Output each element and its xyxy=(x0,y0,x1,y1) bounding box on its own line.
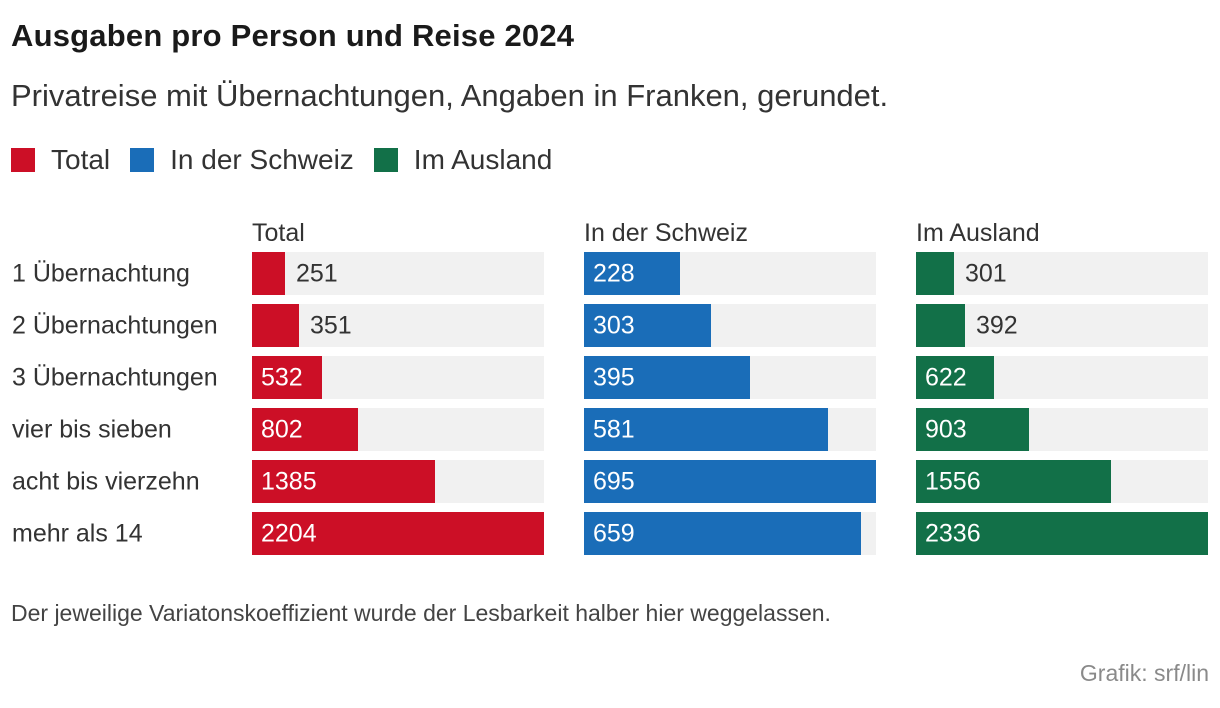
bar xyxy=(916,512,1208,555)
bar xyxy=(252,356,322,399)
category-label: 2 Übernachtungen xyxy=(12,312,218,340)
data-label: 581 xyxy=(593,416,635,444)
bar xyxy=(584,512,861,555)
column-header: Total xyxy=(252,219,305,247)
bar xyxy=(252,252,285,295)
bar xyxy=(584,356,750,399)
chart-title: Ausgaben pro Person und Reise 2024 xyxy=(11,18,575,53)
column-header: Im Ausland xyxy=(916,219,1040,247)
bar xyxy=(584,408,828,451)
bar xyxy=(916,252,954,295)
category-label: 3 Übernachtungen xyxy=(12,364,218,392)
category-label: 1 Übernachtung xyxy=(12,260,190,288)
data-label: 903 xyxy=(925,416,967,444)
data-label: 1556 xyxy=(925,468,981,496)
legend-item-total: Total xyxy=(11,144,110,176)
legend-label-schweiz: In der Schweiz xyxy=(170,144,354,175)
data-label: 1385 xyxy=(261,468,317,496)
data-label: 622 xyxy=(925,364,967,392)
bar xyxy=(252,304,299,347)
legend-swatch-total xyxy=(11,148,35,172)
data-label: 802 xyxy=(261,416,303,444)
data-label: 695 xyxy=(593,468,635,496)
category-label: vier bis sieben xyxy=(12,416,172,444)
bar xyxy=(584,460,876,503)
data-label: 2336 xyxy=(925,520,981,548)
bar-chart: 1 Übernachtung 2 Übernachtungen 3 Übernach… xyxy=(12,219,1208,555)
bar-track xyxy=(252,304,544,347)
data-label: 351 xyxy=(310,312,352,340)
legend: Total In der Schweiz Im Ausland xyxy=(11,144,572,176)
bar xyxy=(584,252,680,295)
legend-item-ausland: Im Ausland xyxy=(373,144,553,176)
data-label: 392 xyxy=(976,312,1018,340)
column-header: In der Schweiz xyxy=(584,219,748,247)
category-label: acht bis vierzehn xyxy=(12,468,200,496)
bar-track xyxy=(916,252,1208,295)
bar xyxy=(252,512,544,555)
legend-swatch-ausland xyxy=(373,148,398,172)
data-label: 303 xyxy=(593,312,635,340)
credit: Grafik: srf/lin xyxy=(1079,660,1209,686)
legend-label-total: Total xyxy=(51,144,111,175)
data-label: 395 xyxy=(593,364,635,392)
data-label: 659 xyxy=(593,520,635,548)
data-label: 251 xyxy=(296,260,338,288)
bar xyxy=(916,356,994,399)
bar xyxy=(584,304,711,347)
legend-item-schweiz: In der Schweiz xyxy=(130,144,354,176)
data-label: 2204 xyxy=(261,520,317,548)
bar xyxy=(916,304,965,347)
bar-track xyxy=(252,252,544,295)
data-label: 228 xyxy=(593,260,635,288)
legend-label-ausland: Im Ausland xyxy=(413,144,553,175)
data-label: 301 xyxy=(965,260,1007,288)
footnote: Der jeweilige Variatonskoeffizient wurde… xyxy=(11,600,831,626)
chart-subtitle: Privatreise mit Übernachtungen, Angaben … xyxy=(11,78,889,113)
bar xyxy=(916,408,1029,451)
data-label: 532 xyxy=(261,364,303,392)
bar xyxy=(916,460,1111,503)
category-label: mehr als 14 xyxy=(12,520,143,548)
bar xyxy=(252,460,435,503)
legend-swatch-schweiz xyxy=(130,148,155,172)
bar xyxy=(252,408,358,451)
